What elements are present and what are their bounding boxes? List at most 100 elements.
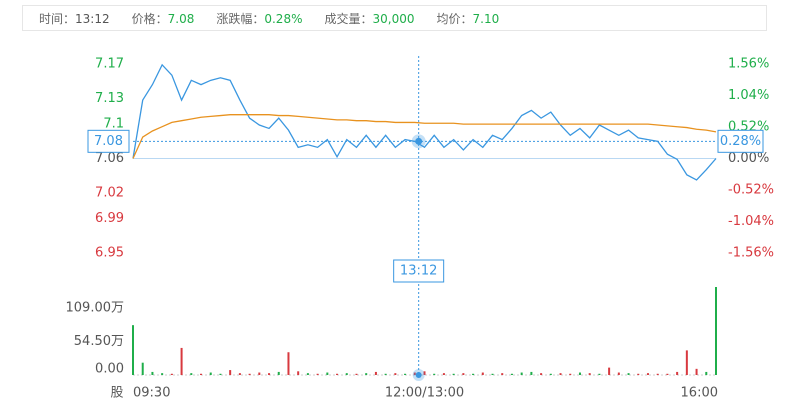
volume-bar xyxy=(705,371,708,375)
volume-bar xyxy=(666,373,669,375)
volume-bar xyxy=(413,372,416,375)
info-value: 30,000 xyxy=(372,11,415,26)
y2-tick-label: -1.04% xyxy=(728,214,774,229)
volume-bar xyxy=(238,373,241,375)
volume-bar xyxy=(685,350,688,375)
info-item: 均价：7.10 xyxy=(437,10,500,27)
volume-bar xyxy=(598,373,601,375)
volume-bar xyxy=(569,373,572,375)
volume-bar xyxy=(433,373,436,375)
volume-bar xyxy=(200,373,203,375)
volume-bar xyxy=(248,373,251,375)
volume-bar xyxy=(715,287,717,375)
volume-bar xyxy=(355,373,358,375)
volume-bar xyxy=(617,372,620,375)
crosshair-time: 13:12 xyxy=(400,264,437,279)
info-item: 价格：7.08 xyxy=(132,10,195,27)
volume-bar xyxy=(646,373,649,375)
volume-bar xyxy=(423,371,426,375)
volume-bar xyxy=(306,373,309,375)
volume-bar xyxy=(209,372,212,375)
price-line xyxy=(132,114,717,159)
crosshair-time-box xyxy=(393,259,445,283)
volume-bar xyxy=(374,371,377,375)
volume-bar xyxy=(530,371,533,375)
crosshair-dot xyxy=(415,137,423,145)
volume-bar xyxy=(656,373,659,375)
volume-bar xyxy=(520,372,523,375)
y-tick-label: 7.17 xyxy=(95,57,124,72)
volume-unit: 股 xyxy=(110,386,123,401)
info-bar: 时间：13:12 价格：7.08 涨跌幅：0.28% 成交量：30,000 均价：7.1… xyxy=(22,5,767,31)
volume-tick-label: 109.00万 xyxy=(66,300,125,315)
crosshair-percent-box xyxy=(717,129,764,153)
volume-bar xyxy=(190,373,193,375)
volume-tick-label: 0.00 xyxy=(95,362,124,377)
volume-bar xyxy=(132,325,134,375)
volume-bar xyxy=(277,371,280,375)
volume-bar xyxy=(170,373,173,375)
volume-bar xyxy=(384,373,387,375)
crosshair-percent: 0.28% xyxy=(720,134,761,149)
volume-bar xyxy=(229,370,232,375)
crosshair-price-box xyxy=(87,129,130,153)
volume-bar xyxy=(326,372,329,375)
y-tick-label: 7.02 xyxy=(95,185,124,200)
volume-bar xyxy=(588,373,591,375)
info-item: 时间：13:12 xyxy=(39,10,110,27)
volume-bar xyxy=(510,373,513,375)
volume-bar xyxy=(472,373,475,375)
y-tick-label: 7.13 xyxy=(95,91,124,106)
volume-bar xyxy=(365,373,368,375)
volume-bar xyxy=(161,373,164,375)
volume-bar xyxy=(608,367,611,375)
volume-bar xyxy=(345,373,348,375)
y-tick-label: 7.1 xyxy=(103,117,124,132)
volume-bar xyxy=(394,373,397,375)
volume-bar xyxy=(258,372,261,375)
volume-bar xyxy=(316,373,319,375)
info-label: 成交量： xyxy=(324,11,373,26)
volume-bar xyxy=(481,372,484,375)
info-value: 13:12 xyxy=(75,11,110,26)
info-item: 成交量：30,000 xyxy=(324,10,414,27)
volume-bar xyxy=(180,347,183,375)
volume-bar xyxy=(676,371,679,375)
volume-bar xyxy=(287,352,290,375)
volume-bar xyxy=(462,373,465,375)
info-item: 涨跌幅：0.28% xyxy=(216,10,302,27)
info-label: 均价： xyxy=(436,11,473,26)
x-tick-label: 12:00/13:00 xyxy=(385,386,464,401)
y2-tick-label: -0.52% xyxy=(728,183,774,198)
volume-bar xyxy=(452,373,455,375)
volume-bar xyxy=(637,373,640,375)
info-value: 7.10 xyxy=(472,11,500,26)
volume-bar xyxy=(404,373,407,375)
info-label: 价格： xyxy=(131,11,168,26)
volume-bar xyxy=(695,368,698,375)
y2-tick-label: 1.04% xyxy=(728,88,769,103)
volume-bar xyxy=(559,373,562,375)
volume-bar xyxy=(297,371,300,375)
crosshair-price: 7.08 xyxy=(94,134,123,149)
volume-bar xyxy=(219,373,222,375)
y-tick-label: 6.95 xyxy=(95,246,124,261)
volume-bar xyxy=(141,362,144,375)
info-label: 时间： xyxy=(39,11,76,26)
volume-bar xyxy=(549,373,552,375)
crosshair-dot-volume xyxy=(415,372,422,378)
y2-tick-label: 0.00% xyxy=(728,151,769,166)
volume-bar xyxy=(501,373,504,375)
x-tick-label: 16:00 xyxy=(681,386,718,401)
volume-bar xyxy=(336,373,339,375)
info-value: 0.28% xyxy=(264,11,303,26)
volume-bar xyxy=(627,373,630,375)
volume-bar xyxy=(491,373,494,375)
y-tick-label: 7.06 xyxy=(95,151,124,166)
volume-bar xyxy=(578,372,581,375)
y-tick-label: 6.99 xyxy=(95,211,124,226)
y2-tick-label: 1.56% xyxy=(728,57,769,72)
volume-tick-label: 54.50万 xyxy=(74,334,124,349)
info-label: 涨跌幅： xyxy=(216,11,265,26)
